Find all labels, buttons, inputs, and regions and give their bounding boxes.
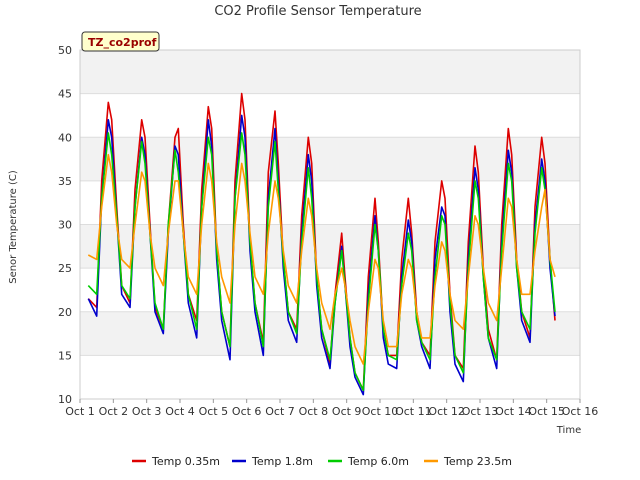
y-tick-label: 10 — [58, 393, 72, 406]
x-tick-label: Oct 8 — [299, 405, 329, 418]
x-tick-label: Oct 2 — [99, 405, 129, 418]
y-axis-label: Senor Temperature (C) — [8, 170, 19, 284]
x-tick-label: Oct 9 — [332, 405, 362, 418]
legend: Temp 0.35m Temp 1.8m Temp 6.0m Temp 23.5m — [132, 455, 512, 468]
y-tick-label: 45 — [58, 88, 72, 101]
x-tick-label: Oct 13 — [462, 405, 499, 418]
legend-label: Temp 0.35m — [151, 455, 220, 468]
chart-title: CO2 Profile Sensor Temperature — [214, 4, 421, 19]
x-tick-label: Oct 15 — [528, 405, 565, 418]
y-tick-label: 25 — [58, 262, 72, 275]
y-tick-label: 35 — [58, 175, 72, 188]
series-group — [87, 92, 556, 396]
plot-band — [80, 180, 580, 225]
plot-band — [80, 93, 580, 138]
x-tick-label: Oct 3 — [132, 405, 162, 418]
plot-band — [80, 137, 580, 181]
x-tick-labels: Oct 1 Oct 2 Oct 3 Oct 4 Oct 5 Oct 6 Oct 7 Oct 8… — [65, 399, 598, 418]
series-line — [87, 132, 556, 392]
x-tick-label: Oct 1 — [65, 405, 95, 418]
x-axis-label: Time — [556, 425, 581, 436]
y-tick-label: 30 — [58, 219, 72, 232]
badge-box — [81, 31, 160, 52]
plot-band — [80, 268, 580, 312]
x-tick-label: Oct 4 — [165, 405, 195, 418]
axes — [79, 49, 581, 400]
plot-band — [80, 224, 580, 269]
x-tick-label: Oct 12 — [428, 405, 465, 418]
plot-frame — [79, 49, 581, 400]
y-tick-label: 50 — [58, 44, 72, 57]
y-tick-label: 40 — [58, 131, 72, 144]
x-tick-label: Oct 11 — [395, 405, 432, 418]
y-tick-label: 15 — [58, 349, 72, 362]
station-badge: TZ_co2prof — [81, 31, 160, 52]
x-tick-label: Oct 7 — [265, 405, 295, 418]
legend-label: Temp 6.0m — [347, 455, 409, 468]
legend-label: Temp 23.5m — [443, 455, 512, 468]
legend-label: Temp 1.8m — [251, 455, 313, 468]
x-tick-label: Oct 5 — [199, 405, 229, 418]
plot-band — [80, 311, 580, 356]
x-tick-label: Oct 10 — [362, 405, 399, 418]
plot-band — [80, 50, 580, 94]
badge-label: TZ_co2prof — [88, 36, 157, 49]
series-line — [87, 153, 556, 365]
y-tick-label: 20 — [58, 306, 72, 319]
x-tick-label: Oct 14 — [495, 405, 532, 418]
y-tick-labels: 10 15 20 25 30 35 40 45 50 — [58, 44, 72, 406]
x-tick-label: Oct 6 — [232, 405, 262, 418]
x-tick-label: Oct 16 — [562, 405, 599, 418]
